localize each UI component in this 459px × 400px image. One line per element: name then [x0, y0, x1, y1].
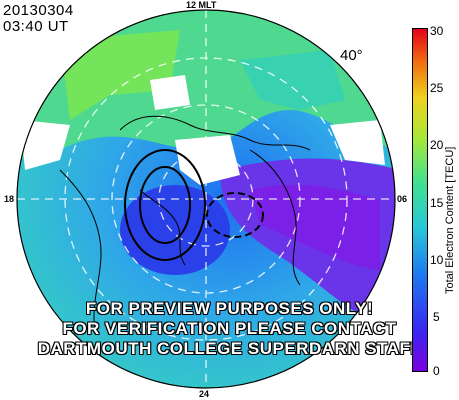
colorbar-tick: 25: [430, 81, 444, 95]
colorbar-gradient: [412, 28, 428, 372]
watermark-line-3: DARTMOUTH COLLEGE SUPERDARN STAFF: [37, 339, 422, 358]
tec-teal-patch: [240, 50, 345, 110]
data-gap: [150, 75, 190, 110]
data-gap: [20, 120, 70, 170]
coastline: [59, 169, 102, 331]
tec-yellowgreen-patch: [60, 30, 180, 120]
time-label: 03:40 UT: [3, 18, 69, 35]
coastline: [139, 189, 186, 266]
mlt-label-bottom: 24: [199, 389, 210, 399]
data-gap: [175, 135, 240, 185]
watermark-line-2: FOR VERIFICATION PLEASE CONTACT: [62, 319, 397, 338]
data-gap: [330, 120, 385, 165]
convection-contour: [206, 192, 264, 238]
mlt-label-left: 18: [4, 194, 15, 204]
latitude-label: 40°: [340, 47, 363, 64]
colorbar-tick: 5: [433, 310, 440, 324]
coastline: [119, 115, 311, 151]
colorbar-tick: 10: [430, 253, 444, 267]
coastline: [249, 149, 301, 286]
colorbar: [412, 28, 428, 372]
colorbar-tick: 20: [430, 138, 444, 152]
convection-contour: [124, 149, 206, 261]
colorbar-tick: 30: [430, 24, 444, 38]
colorbar-tick: 15: [430, 196, 444, 210]
convection-contour: [139, 166, 191, 244]
watermark-line-1: FOR PREVIEW PURPOSES ONLY!: [85, 299, 374, 318]
mlt-label-top: 12 MLT: [186, 0, 217, 10]
map-boundary: [16, 9, 396, 389]
mlt-label-right: 06: [397, 194, 408, 204]
colorbar-tick: 0: [433, 364, 440, 378]
tec-trough: [120, 185, 230, 275]
date-label: 20130304: [3, 2, 74, 19]
colorbar-title: Total Electron Content [TECU]: [444, 146, 456, 294]
tec-violet-region: [250, 184, 380, 270]
